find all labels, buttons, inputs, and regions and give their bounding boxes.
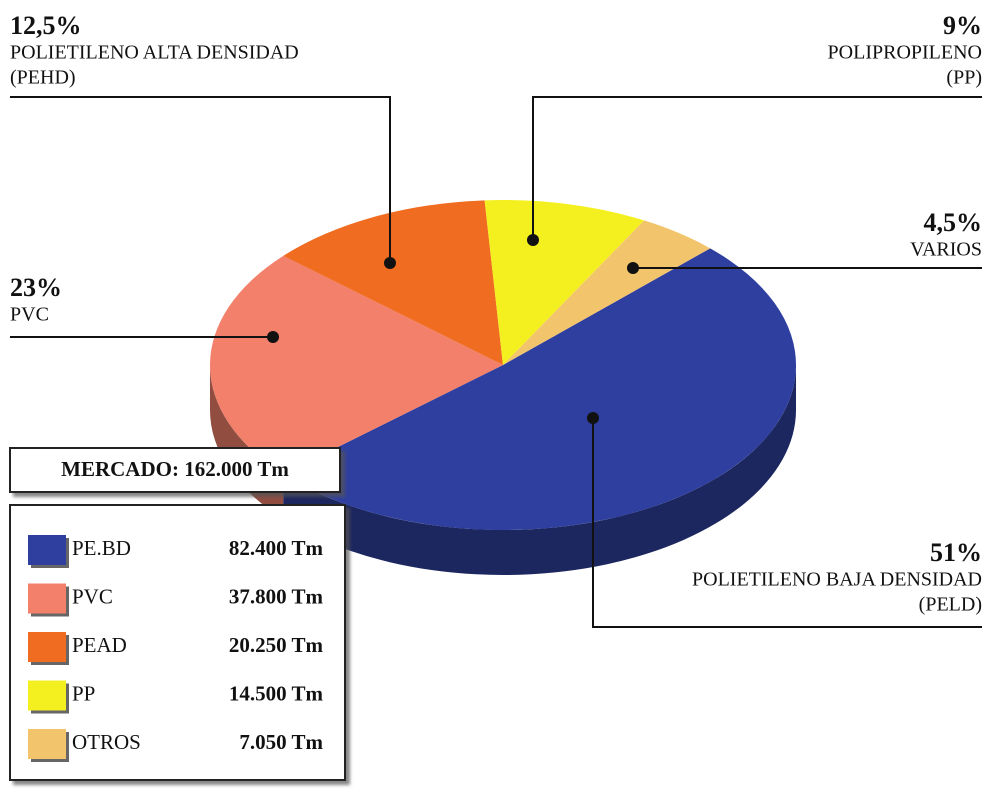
- category-sublabel: (PEHD): [10, 67, 76, 89]
- legend-name: OTROS: [72, 730, 141, 754]
- legend-swatch: [28, 632, 66, 662]
- legend-name: PVC: [72, 584, 113, 608]
- legend-name: PEAD: [72, 633, 127, 657]
- slice: [210, 255, 504, 475]
- leaders: [10, 96, 982, 628]
- legend-amount: 37.800 Tm: [229, 584, 324, 608]
- category-sublabel: (PP): [946, 67, 982, 89]
- percent-label: 12,5%: [10, 11, 82, 40]
- category-label: VARIOS: [910, 239, 982, 261]
- legend-swatch: [28, 729, 66, 759]
- legend-name: PP: [72, 681, 95, 705]
- legend-swatch: [28, 583, 66, 614]
- legend-swatch: [28, 535, 66, 565]
- percent-label: 9%: [943, 11, 982, 40]
- slice: [283, 200, 503, 365]
- category-sublabel: (PELD): [919, 594, 982, 616]
- percent-label: 4,5%: [924, 208, 983, 237]
- slice: [484, 200, 645, 365]
- category-label: PVC: [10, 304, 49, 326]
- market-box: [9, 447, 341, 493]
- leader-dot: [384, 257, 396, 269]
- category-label: POLIETILENO ALTA DENSIDAD: [10, 42, 299, 64]
- leader-line: [10, 96, 391, 263]
- slice: [503, 220, 711, 365]
- leader-dot: [267, 331, 279, 343]
- leader-dot: [587, 412, 599, 424]
- slice-side: [283, 365, 796, 575]
- slice: [283, 248, 797, 531]
- legend-name: PE.BD: [72, 536, 131, 560]
- percent-label: 51%: [930, 538, 982, 567]
- leader-dot: [627, 262, 639, 274]
- percent-label: 23%: [10, 273, 62, 302]
- category-label: POLIETILENO BAJA DENSIDAD: [692, 569, 982, 591]
- legend-amount: 20.250 Tm: [229, 633, 324, 657]
- legend-amount: 14.500 Tm: [229, 681, 324, 705]
- category-label: POLIPROPILENO: [828, 42, 982, 64]
- legend-swatch: [28, 680, 66, 711]
- legend-amount: 7.050 Tm: [239, 730, 323, 754]
- pie: [210, 200, 797, 575]
- legend: PE.BD 82.400 Tm PVC 37.800 Tm PEAD 20.250 Tm P…: [28, 535, 324, 762]
- leader-line: [592, 418, 982, 628]
- market-label: MERCADO: 162.000 Tm: [61, 457, 289, 481]
- leader-dot: [527, 234, 539, 246]
- leader-line: [532, 96, 982, 240]
- legend-amount: 82.400 Tm: [229, 536, 324, 560]
